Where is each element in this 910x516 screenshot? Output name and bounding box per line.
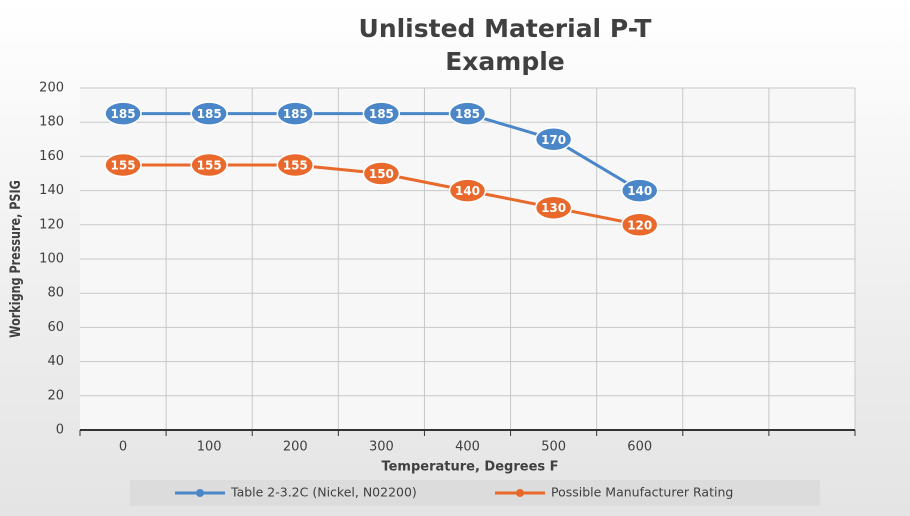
x-tick-label: 0 — [119, 440, 127, 455]
legend-label: Table 2-3.2C (Nickel, N02200) — [230, 485, 417, 500]
marker — [620, 178, 659, 203]
data-label: 185 — [455, 107, 480, 121]
y-axis-label: Workigng Pressure, PSIG — [7, 180, 24, 338]
y-tick-label: 160 — [39, 149, 64, 164]
x-axis-label: Temperature, Degrees F — [381, 460, 558, 475]
y-tick-label: 180 — [39, 115, 64, 130]
y-tick-label: 120 — [39, 217, 64, 232]
data-label: 140 — [455, 184, 480, 198]
x-tick-label: 400 — [455, 440, 480, 455]
marker — [362, 101, 401, 126]
chart-title: Unlisted Material P-T Example — [358, 14, 652, 76]
legend-label: Possible Manufacturer Rating — [551, 485, 733, 500]
y-tick-label: 100 — [39, 252, 64, 267]
y-tick-label: 200 — [39, 81, 64, 96]
x-tick-label: 500 — [541, 440, 566, 455]
marker — [276, 152, 315, 178]
legend-box — [130, 480, 820, 506]
marker — [276, 101, 315, 126]
marker — [362, 161, 401, 186]
data-label: 120 — [627, 218, 652, 232]
y-tick-label: 40 — [47, 354, 64, 369]
marker — [534, 127, 573, 152]
x-tick-label: 200 — [283, 440, 308, 455]
data-label: 185 — [111, 107, 136, 121]
marker — [104, 152, 142, 178]
data-label: 150 — [369, 167, 394, 181]
data-label: 140 — [627, 184, 652, 198]
marker — [448, 101, 487, 126]
data-label: 155 — [283, 158, 308, 172]
y-tick-label: 60 — [47, 320, 64, 335]
x-tick-label: 300 — [369, 440, 394, 455]
data-label: 185 — [197, 107, 222, 121]
data-label: 170 — [541, 133, 566, 147]
y-tick-label: 20 — [47, 388, 64, 403]
x-tick-label: 100 — [197, 440, 222, 455]
data-label: 185 — [283, 107, 308, 121]
data-label: 130 — [541, 201, 566, 215]
x-tick-label: 600 — [627, 440, 652, 455]
marker — [534, 195, 573, 220]
marker — [190, 152, 228, 178]
marker — [104, 101, 142, 126]
marker — [448, 178, 487, 203]
marker — [620, 212, 659, 238]
data-label: 155 — [111, 158, 136, 172]
data-label: 185 — [369, 107, 394, 121]
y-tick-label: 140 — [39, 183, 64, 198]
marker — [190, 101, 228, 126]
legend-marker — [196, 489, 204, 497]
y-tick-label: 80 — [47, 286, 64, 301]
data-label: 155 — [197, 158, 222, 172]
y-tick-label: 0 — [56, 423, 64, 438]
legend-marker — [516, 489, 524, 497]
